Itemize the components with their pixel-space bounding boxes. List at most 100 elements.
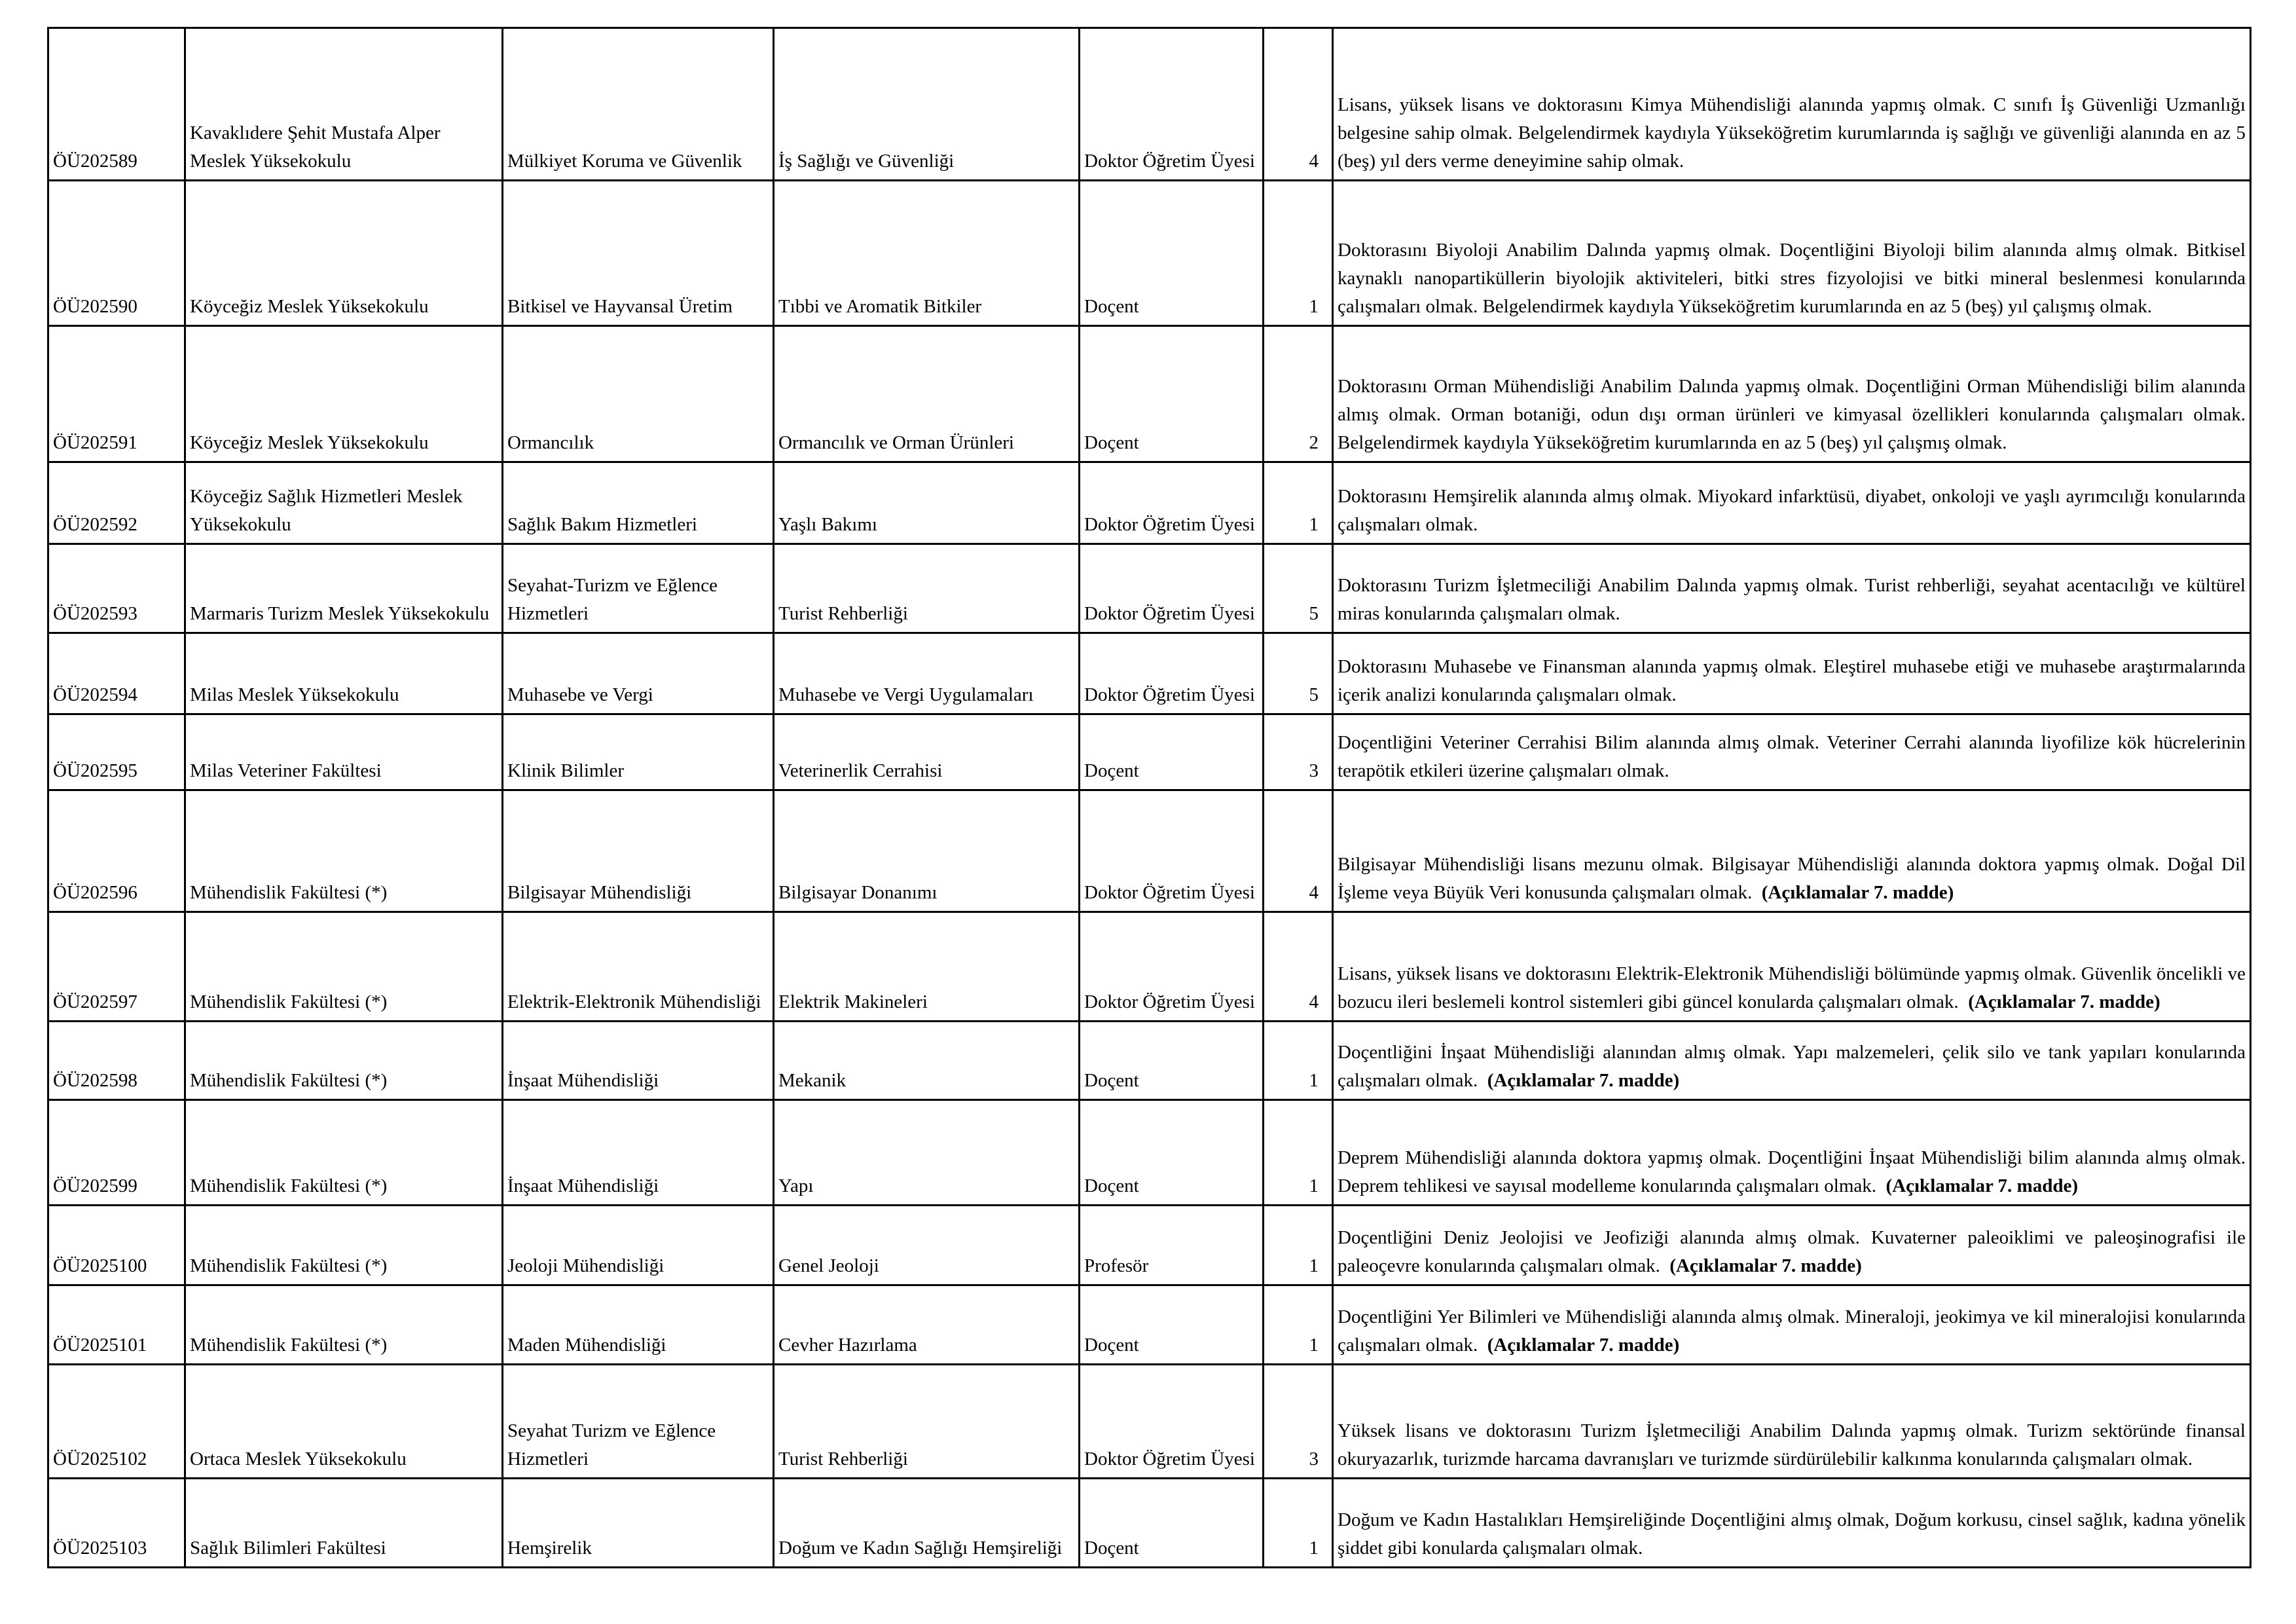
department-name: Ormancılık [501, 325, 774, 463]
department-name: Klinik Bilimler [501, 713, 774, 791]
academic-title: Doktor Öğretim Üyesi [1078, 1363, 1264, 1479]
unit-name: Milas Meslek Yüksekokulu [184, 632, 503, 715]
unit-name: Mühendislik Fakültesi (*) [184, 1204, 503, 1286]
position-code: ÖÜ202596 [47, 789, 186, 913]
position-code: ÖÜ202590 [47, 179, 186, 327]
unit-name: Mühendislik Fakültesi (*) [184, 1099, 503, 1206]
positions-table: ÖÜ202589 Kavaklıdere Şehit Mustafa Alper … [47, 27, 2251, 1568]
position-count: 5 [1262, 632, 1334, 715]
program-name: Muhasebe ve Vergi Uygulamaları [773, 632, 1080, 715]
requirements: Doçentliğini Veteriner Cerrahisi Bilim a… [1332, 713, 2251, 791]
requirements: Doktorasını Turizm İşletmeciliği Anabili… [1332, 543, 2251, 634]
department-name: Bilgisayar Mühendisliği [501, 789, 774, 913]
requirements: Doktorasını Hemşirelik alanında almış ol… [1332, 461, 2251, 545]
academic-title: Doçent [1078, 1020, 1264, 1101]
program-name: Yapı [773, 1099, 1080, 1206]
department-name: Mülkiyet Koruma ve Güvenlik [501, 27, 774, 181]
academic-title: Doçent [1078, 1099, 1264, 1206]
position-code: ÖÜ2025102 [47, 1363, 186, 1479]
unit-name: Milas Veteriner Fakültesi [184, 713, 503, 791]
position-code: ÖÜ202599 [47, 1099, 186, 1206]
requirements-text: Yüksek lisans ve doktorasını Turizm İşle… [1338, 1420, 2246, 1469]
requirements-text: Doktorasını Hemşirelik alanında almış ol… [1338, 486, 2246, 535]
requirements: Deprem Mühendisliği alanında doktora yap… [1332, 1099, 2251, 1206]
requirements-text: Doktorasını Muhasebe ve Finansman alanın… [1338, 656, 2246, 705]
table-row: ÖÜ202598 Mühendislik Fakültesi (*) İnşaat … [47, 1020, 2251, 1101]
table-row: ÖÜ2025102 Ortaca Meslek Yüksekokulu Seyaha… [47, 1363, 2251, 1479]
unit-name: Mühendislik Fakültesi (*) [184, 1284, 503, 1365]
requirements: Lisans, yüksek lisans ve doktorasını Kim… [1332, 27, 2251, 181]
program-name: Bilgisayar Donanımı [773, 789, 1080, 913]
table-row: ÖÜ2025101 Mühendislik Fakültesi (*) Maden … [47, 1284, 2251, 1365]
position-count: 1 [1262, 1099, 1334, 1206]
requirements: Doğum ve Kadın Hastalıkları Hemşireliğin… [1332, 1477, 2251, 1568]
academic-title: Doçent [1078, 713, 1264, 791]
academic-title: Profesör [1078, 1204, 1264, 1286]
requirements-text: Doçentliğini Deniz Jeolojisi ve Jeofiziğ… [1338, 1227, 2246, 1276]
explanation-note: (Açıklamalar 7. madde) [1761, 882, 1954, 903]
department-name: Seyahat-Turizm ve Eğlence Hizmetleri [501, 543, 774, 634]
position-count: 1 [1262, 1477, 1334, 1568]
academic-title: Doçent [1078, 325, 1264, 463]
table-row: ÖÜ202589 Kavaklıdere Şehit Mustafa Alper … [47, 27, 2251, 181]
requirements-text: Doktorasını Biyoloji Anabilim Dalında ya… [1338, 240, 2246, 317]
explanation-note: (Açıklamalar 7. madde) [1487, 1070, 1680, 1091]
table-row: ÖÜ202594 Milas Meslek Yüksekokulu Muhasebe… [47, 632, 2251, 715]
unit-name: Köyceğiz Meslek Yüksekokulu [184, 179, 503, 327]
requirements: Lisans, yüksek lisans ve doktorasını Ele… [1332, 911, 2251, 1022]
position-code: ÖÜ202598 [47, 1020, 186, 1101]
table-row: ÖÜ202595 Milas Veteriner Fakültesi Klinik … [47, 713, 2251, 791]
requirements-text: Doktorasını Turizm İşletmeciliği Anabili… [1338, 575, 2246, 624]
position-count: 1 [1262, 1204, 1334, 1286]
department-name: Bitkisel ve Hayvansal Üretim [501, 179, 774, 327]
program-name: İş Sağlığı ve Güvenliği [773, 27, 1080, 181]
position-code: ÖÜ2025101 [47, 1284, 186, 1365]
table-row: ÖÜ202592 Köyceğiz Sağlık Hizmetleri Mesle… [47, 461, 2251, 545]
requirements-text: Deprem Mühendisliği alanında doktora yap… [1338, 1147, 2246, 1196]
program-name: Turist Rehberliği [773, 543, 1080, 634]
position-code: ÖÜ202589 [47, 27, 186, 181]
academic-title: Doktor Öğretim Üyesi [1078, 27, 1264, 181]
table-row: ÖÜ202599 Mühendislik Fakültesi (*) İnşaat … [47, 1099, 2251, 1206]
position-count: 1 [1262, 1020, 1334, 1101]
table-row: ÖÜ202596 Mühendislik Fakültesi (*) Bilgisa… [47, 789, 2251, 913]
requirements-text: Lisans, yüksek lisans ve doktorasını Ele… [1338, 963, 2246, 1012]
requirements-text: Doğum ve Kadın Hastalıkları Hemşireliğin… [1338, 1509, 2246, 1559]
program-name: Ormancılık ve Orman Ürünleri [773, 325, 1080, 463]
program-name: Tıbbi ve Aromatik Bitkiler [773, 179, 1080, 327]
program-name: Turist Rehberliği [773, 1363, 1080, 1479]
academic-title: Doktor Öğretim Üyesi [1078, 789, 1264, 913]
program-name: Veterinerlik Cerrahisi [773, 713, 1080, 791]
position-count: 1 [1262, 461, 1334, 545]
position-count: 2 [1262, 325, 1334, 463]
position-code: ÖÜ202593 [47, 543, 186, 634]
requirements-text: Lisans, yüksek lisans ve doktorasını Kim… [1338, 94, 2246, 172]
requirements-text: Doçentliğini Yer Bilimleri ve Mühendisli… [1338, 1306, 2246, 1356]
unit-name: Köyceğiz Sağlık Hizmetleri Meslek Yüksek… [184, 461, 503, 545]
academic-title: Doçent [1078, 1477, 1264, 1568]
position-count: 1 [1262, 179, 1334, 327]
academic-title: Doktor Öğretim Üyesi [1078, 543, 1264, 634]
requirements: Yüksek lisans ve doktorasını Turizm İşle… [1332, 1363, 2251, 1479]
position-count: 4 [1262, 911, 1334, 1022]
position-count: 4 [1262, 27, 1334, 181]
department-name: Maden Mühendisliği [501, 1284, 774, 1365]
department-name: Elektrik-Elektronik Mühendisliği [501, 911, 774, 1022]
academic-title: Doçent [1078, 1284, 1264, 1365]
department-name: Muhasebe ve Vergi [501, 632, 774, 715]
position-code: ÖÜ2025100 [47, 1204, 186, 1286]
table-row: ÖÜ202597 Mühendislik Fakültesi (*) Elektri… [47, 911, 2251, 1022]
department-name: İnşaat Mühendisliği [501, 1099, 774, 1206]
requirements-text: Bilgisayar Mühendisliği lisans mezunu ol… [1338, 854, 2246, 903]
unit-name: Ortaca Meslek Yüksekokulu [184, 1363, 503, 1479]
requirements: Doktorasını Muhasebe ve Finansman alanın… [1332, 632, 2251, 715]
unit-name: Sağlık Bilimleri Fakültesi [184, 1477, 503, 1568]
requirements-text: Doçentliğini İnşaat Mühendisliği alanınd… [1338, 1042, 2246, 1091]
academic-title: Doktor Öğretim Üyesi [1078, 911, 1264, 1022]
academic-title: Doktor Öğretim Üyesi [1078, 461, 1264, 545]
explanation-note: (Açıklamalar 7. madde) [1669, 1255, 1862, 1276]
position-count: 3 [1262, 1363, 1334, 1479]
position-count: 1 [1262, 1284, 1334, 1365]
position-count: 4 [1262, 789, 1334, 913]
explanation-note: (Açıklamalar 7. madde) [1487, 1335, 1680, 1356]
